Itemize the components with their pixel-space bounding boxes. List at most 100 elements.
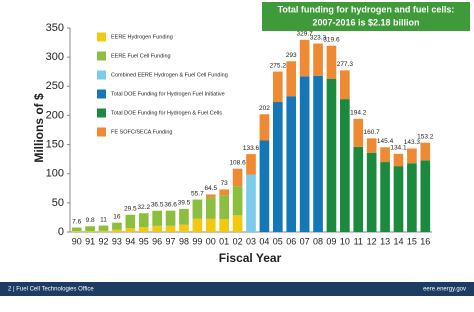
bar-segment	[71, 227, 82, 232]
x-tick-label: 03	[246, 236, 256, 246]
total-label: 202	[259, 105, 270, 112]
x-tick-label: 04	[259, 236, 269, 246]
total-label: 11	[100, 216, 107, 223]
total-label: 275.2	[270, 62, 287, 69]
bar-segment	[366, 138, 377, 153]
x-tick-label: 12	[367, 236, 377, 246]
bar-segment	[286, 96, 297, 233]
total-label: 108.6	[229, 159, 246, 166]
x-tick-label: 95	[139, 236, 149, 246]
bar-segment	[192, 218, 203, 232]
total-label: 293	[286, 52, 297, 59]
total-label: 145.4	[377, 138, 394, 145]
banner-text: Total funding for hydrogen and fuel cell…	[278, 4, 455, 14]
x-tick-label: 14	[393, 236, 403, 246]
total-label: 32.2	[137, 204, 150, 211]
x-tick-label: 97	[166, 236, 176, 246]
legend-swatch	[97, 32, 106, 42]
bar-segment	[112, 222, 122, 230]
x-tick-label: 05	[273, 236, 283, 246]
bar-segment	[407, 163, 417, 232]
bar-segment	[353, 146, 364, 232]
banner-text: 2007-2016 is $2.18 billion	[312, 17, 419, 27]
bar-segment	[192, 199, 203, 219]
total-label: 16	[113, 213, 121, 220]
bar-segment	[313, 75, 323, 233]
y-tick-label: 50	[52, 197, 64, 209]
footer-left: 2 | Fuel Cell Technologies Office	[8, 287, 94, 293]
bar-segment	[219, 195, 230, 220]
bar-segment	[393, 153, 404, 167]
bar-segment	[326, 78, 337, 232]
legend-swatch	[97, 108, 106, 118]
x-tick-label: 93	[112, 236, 122, 246]
total-label: 319.6	[323, 36, 340, 43]
x-tick-label: 16	[420, 236, 430, 246]
total-label: 323.3	[310, 34, 327, 41]
banner-box	[262, 2, 470, 31]
bar-segment	[71, 231, 82, 232]
legend-label: Total DOE Funding for Hydrogen Fuel Init…	[111, 91, 225, 97]
x-tick-label: 07	[300, 236, 310, 246]
bar-segment	[219, 189, 230, 196]
bar-segment	[380, 162, 390, 232]
x-tick-label: 02	[233, 236, 243, 246]
x-tick-label: 99	[192, 236, 202, 246]
bar-segment	[353, 118, 364, 147]
bar-segment	[179, 224, 189, 232]
total-label: 194.2	[350, 110, 367, 117]
bar-segment	[125, 228, 136, 232]
total-label: 36.5	[151, 201, 164, 208]
bar-segment	[246, 154, 256, 175]
x-tick-label: 08	[313, 236, 323, 246]
bar-segment	[152, 210, 162, 226]
bar-segment	[366, 152, 377, 232]
x-tick-label: 91	[85, 236, 95, 246]
bar-segment	[138, 213, 149, 228]
y-tick-label: 200	[46, 109, 64, 121]
legend-swatch	[97, 127, 106, 137]
legend-label: FE SOFC/SECA Funding	[111, 129, 172, 135]
x-tick-label: 00	[206, 236, 216, 246]
total-label: 9.8	[86, 217, 95, 224]
x-tick-label: 06	[286, 236, 296, 246]
bar-segment	[380, 147, 390, 163]
total-label: 64.5	[204, 185, 217, 192]
bar-segment	[232, 168, 243, 187]
x-tick-label: 10	[340, 236, 350, 246]
bar-segment	[259, 140, 270, 232]
bar-segment	[152, 225, 162, 232]
bar-segment	[232, 215, 243, 232]
bar-segment	[246, 174, 256, 232]
footer-bar	[0, 282, 474, 296]
bar-segment	[165, 210, 176, 226]
total-label: 133.6	[243, 145, 260, 152]
bar-segment	[407, 148, 417, 164]
bar-segment	[299, 39, 310, 77]
bar-segment	[420, 160, 431, 232]
bar-segment	[272, 71, 283, 103]
bar-segment	[98, 230, 109, 232]
x-tick-label: 96	[152, 236, 162, 246]
legend-label: EERE Fuel Cell Funding	[111, 53, 171, 59]
legend-swatch	[97, 89, 106, 99]
y-tick-label: 0	[58, 226, 64, 238]
bar-segment	[232, 186, 243, 216]
total-label: 277.3	[337, 61, 354, 68]
bar-segment	[179, 208, 189, 225]
x-tick-label: 13	[380, 236, 390, 246]
total-label: 160.7	[364, 129, 381, 136]
total-label: 153.2	[417, 133, 434, 140]
bar-segment	[286, 61, 297, 97]
bar-segment	[259, 114, 270, 141]
bar-segment	[393, 166, 404, 232]
bar-segment	[165, 225, 176, 232]
bar-segment	[272, 102, 283, 232]
total-label: 36.6	[164, 201, 177, 208]
bar-segment	[98, 225, 109, 231]
bar-segment	[125, 214, 136, 229]
total-label: 329.7	[296, 31, 313, 38]
legend-swatch	[97, 51, 106, 61]
x-tick-label: 92	[99, 236, 109, 246]
